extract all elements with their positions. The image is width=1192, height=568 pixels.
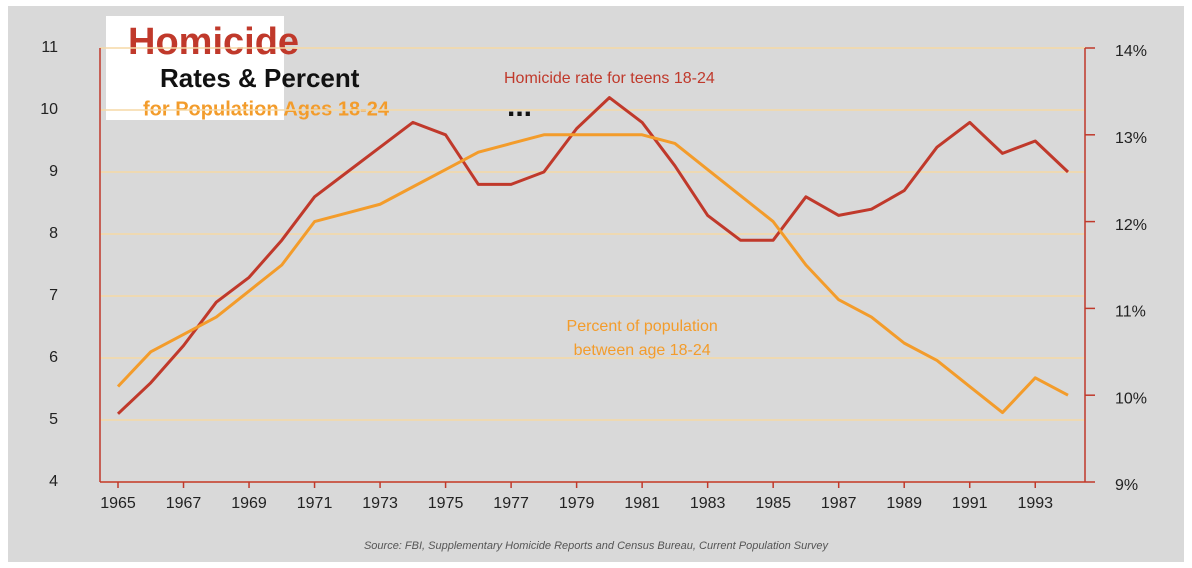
y-tick-label: 11: [41, 39, 58, 56]
x-tick-label: 1983: [690, 495, 726, 512]
y-tick-label: 5: [49, 411, 58, 428]
x-tick-label: 1981: [624, 495, 660, 512]
y-tick-label: 4: [49, 473, 58, 490]
y-tick-label: 7: [49, 287, 58, 304]
source: Source: FBI, Supplementary Homicide Repo…: [364, 540, 830, 552]
y-tick-label: 9: [49, 163, 58, 180]
x-tick-label: 1971: [297, 495, 333, 512]
series-line: [116, 133, 1069, 415]
annotation: Percent of population: [567, 318, 718, 335]
x-tick-label: 1977: [493, 495, 529, 512]
chart-title: Homicide: [128, 21, 299, 63]
x-tick-label: 1967: [166, 495, 202, 512]
y-tick-label: 8: [49, 225, 58, 242]
x-tick-label: 1979: [559, 495, 595, 512]
x-tick-label: 1973: [362, 495, 398, 512]
annotation: Homicide rate for teens 18-24: [504, 70, 715, 87]
y2-tick-label: 9%: [1115, 477, 1138, 494]
y-tick-label: 6: [49, 349, 58, 366]
x-tick-label: 1965: [100, 495, 136, 512]
x-tick-label: 1989: [886, 495, 922, 512]
x-tick-label: 1969: [231, 495, 267, 512]
x-tick-label: 1975: [428, 495, 464, 512]
title-suffix: ...: [507, 90, 532, 123]
x-tick-label: 1991: [952, 495, 988, 512]
x-tick-label: 1993: [1017, 495, 1053, 512]
y-tick-label: 10: [40, 101, 58, 118]
y2-tick-label: 12%: [1115, 217, 1147, 234]
y2-tick-label: 14%: [1115, 43, 1147, 60]
y2-tick-label: 13%: [1115, 130, 1147, 147]
y2-tick-label: 11%: [1115, 304, 1146, 321]
y2-tick-label: 10%: [1115, 390, 1147, 407]
title-box: [106, 16, 284, 120]
subtitle: Rates & Percent: [160, 63, 360, 93]
annotation: between age 18-24: [574, 342, 711, 359]
x-tick-label: 1985: [755, 495, 791, 512]
x-tick-label: 1987: [821, 495, 857, 512]
series-line: [116, 96, 1070, 415]
